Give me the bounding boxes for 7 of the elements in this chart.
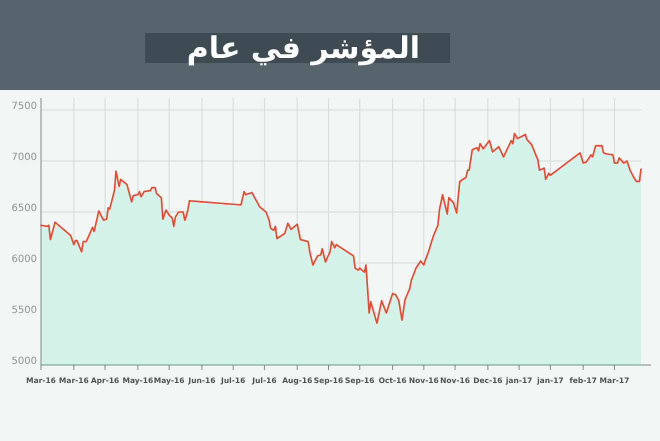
y-tick-label: 5500 [12,305,37,316]
y-tick-label: 6500 [12,203,37,214]
y-tick-label: 5000 [12,356,37,367]
y-tick-label: 7500 [12,101,37,112]
y-tick-label: 7000 [12,152,37,163]
chart-title: المؤشر في عام [186,31,420,66]
y-tick-label: 6000 [12,254,37,265]
